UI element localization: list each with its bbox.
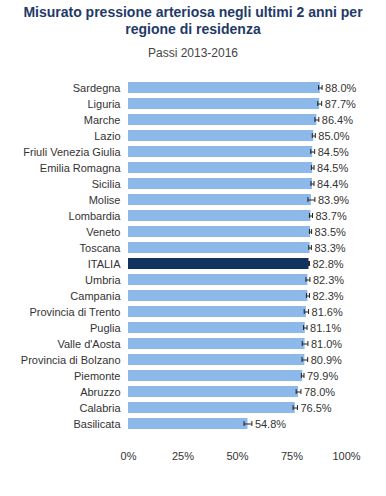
svg-text:Piemonte: Piemonte — [74, 370, 120, 382]
svg-text:Emilia Romagna: Emilia Romagna — [40, 162, 122, 174]
svg-text:Provincia di Bolzano: Provincia di Bolzano — [21, 354, 121, 366]
svg-text:79.9%: 79.9% — [307, 370, 338, 382]
svg-text:85.0%: 85.0% — [318, 130, 349, 142]
svg-text:Calabria: Calabria — [80, 402, 122, 414]
svg-text:25%: 25% — [172, 450, 194, 462]
svg-text:87.7%: 87.7% — [325, 98, 356, 110]
svg-text:Molise: Molise — [89, 194, 121, 206]
svg-text:81.6%: 81.6% — [312, 306, 343, 318]
svg-text:Veneto: Veneto — [86, 226, 120, 238]
svg-text:Puglia: Puglia — [90, 322, 121, 334]
svg-text:Marche: Marche — [84, 114, 121, 126]
svg-text:Umbria: Umbria — [85, 274, 121, 286]
svg-text:82.3%: 82.3% — [313, 274, 344, 286]
svg-text:84.4%: 84.4% — [317, 178, 348, 190]
svg-text:Toscana: Toscana — [80, 242, 122, 254]
svg-text:Lazio: Lazio — [94, 130, 120, 142]
svg-text:81.0%: 81.0% — [311, 338, 342, 350]
html-text:Passi 2013-2016: Passi 2013-2016 — [148, 46, 238, 60]
svg-text:Friuli Venezia Giulia: Friuli Venezia Giulia — [23, 146, 121, 158]
svg-text:81.1%: 81.1% — [310, 322, 341, 334]
svg-text:88.0%: 88.0% — [325, 82, 356, 94]
svg-text:82.8%: 82.8% — [312, 258, 343, 270]
svg-text:Valle d'Aosta: Valle d'Aosta — [57, 338, 121, 350]
svg-text:75%: 75% — [281, 450, 303, 462]
svg-text:ITALIA: ITALIA — [88, 258, 121, 270]
svg-text:0%: 0% — [121, 450, 137, 462]
svg-text:76.5%: 76.5% — [300, 402, 331, 414]
svg-text:83.3%: 83.3% — [314, 242, 345, 254]
svg-text:84.5%: 84.5% — [317, 162, 348, 174]
svg-text:50%: 50% — [226, 450, 248, 462]
svg-text:80.9%: 80.9% — [311, 354, 342, 366]
svg-text:100%: 100% — [332, 450, 360, 462]
svg-text:83.7%: 83.7% — [315, 210, 346, 222]
svg-text:Sicilia: Sicilia — [92, 178, 122, 190]
svg-text:54.8%: 54.8% — [255, 418, 286, 430]
svg-text:Sardegna: Sardegna — [73, 82, 122, 94]
svg-text:83.5%: 83.5% — [315, 226, 346, 238]
svg-text:84.5%: 84.5% — [318, 146, 349, 158]
svg-text:Campania: Campania — [70, 290, 121, 302]
svg-text:Basilicata: Basilicata — [73, 418, 121, 430]
svg-text:Provincia di Trento: Provincia di Trento — [29, 306, 120, 318]
svg-text:78.0%: 78.0% — [304, 386, 335, 398]
svg-text:82.3%: 82.3% — [312, 290, 343, 302]
svg-text:Abruzzo: Abruzzo — [80, 386, 120, 398]
html-text:Misurato pressione arteriosa n: Misurato pressione arteriosa negli ultim… — [23, 4, 363, 37]
svg-text:83.9%: 83.9% — [318, 194, 349, 206]
svg-text:Lombardia: Lombardia — [69, 210, 122, 222]
svg-text:Liguria: Liguria — [87, 98, 121, 110]
svg-text:86.4%: 86.4% — [322, 114, 353, 126]
